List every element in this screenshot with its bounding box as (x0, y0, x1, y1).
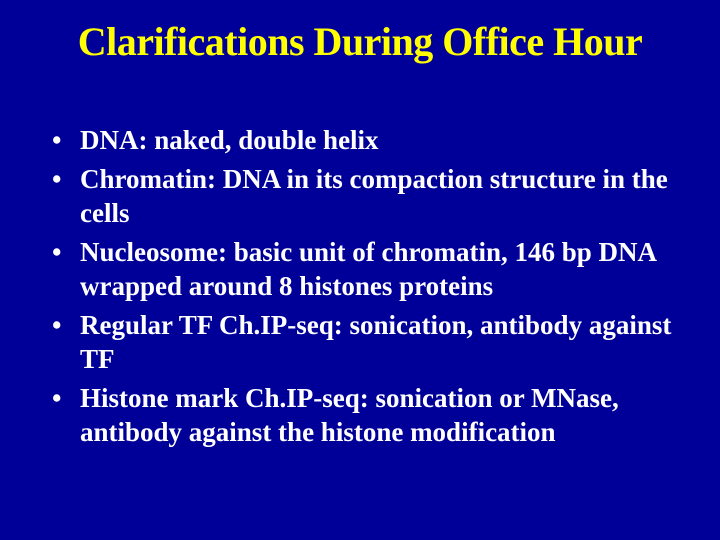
bullet-item: Regular TF Ch.IP-seq: sonication, antibo… (48, 308, 684, 377)
slide-title: Clarifications During Office Hour (36, 18, 684, 65)
bullet-item: Chromatin: DNA in its compaction structu… (48, 162, 684, 231)
slide-container: Clarifications During Office Hour DNA: n… (0, 0, 720, 540)
bullet-item: Histone mark Ch.IP-seq: sonication or MN… (48, 381, 684, 450)
bullet-item: Nucleosome: basic unit of chromatin, 146… (48, 235, 684, 304)
bullet-item: DNA: naked, double helix (48, 123, 684, 158)
bullet-list: DNA: naked, double helix Chromatin: DNA … (36, 123, 684, 450)
